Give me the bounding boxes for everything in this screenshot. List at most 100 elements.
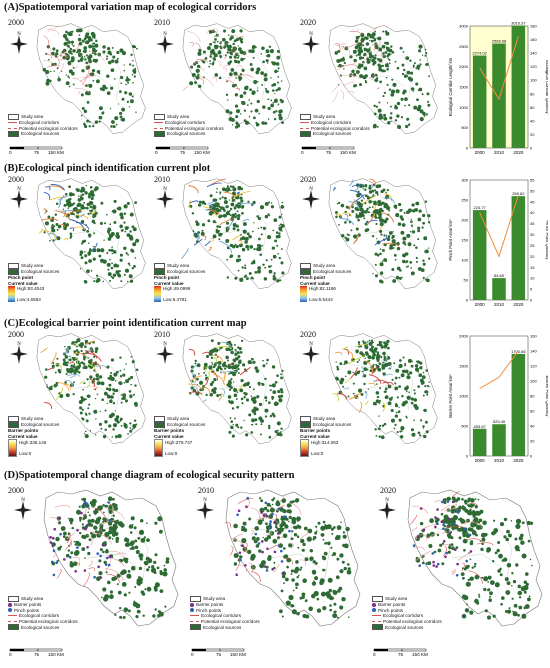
bar-value-label: 224.77	[474, 205, 487, 210]
bar-value-label: 54.69	[494, 273, 505, 278]
legend-corridor-label: Ecological corridors	[201, 613, 242, 619]
year-label-a: 2000	[8, 18, 24, 27]
bar	[492, 43, 506, 148]
north-arrow-icon: N	[194, 496, 216, 527]
north-arrow-icon: N	[8, 30, 30, 61]
north-label: N	[163, 187, 167, 192]
map-c-2	[324, 332, 439, 452]
legend-study-area: Study area	[154, 114, 224, 120]
legend-corridor: Ecological corridors	[154, 120, 224, 126]
legend-c: Study area Ecological sources Barrier poin…	[300, 416, 351, 458]
y2-tick-label: 55	[530, 178, 535, 183]
y-tick-label: 100	[461, 258, 468, 263]
north-label: N	[163, 342, 167, 347]
ecological-sources	[335, 183, 431, 284]
north-label: N	[385, 498, 389, 503]
legend-barrier: Barrier points	[8, 602, 78, 608]
map-b-2	[324, 177, 439, 297]
bar	[511, 353, 526, 456]
year-label-a: 2020	[300, 18, 316, 27]
north-arrow-icon: N	[154, 30, 176, 61]
legend-barrier-title: Barrier points	[154, 428, 185, 433]
scale-0: 0	[9, 150, 12, 155]
legend-corridor: Ecological corridors	[300, 120, 370, 126]
legend-study-area-label: Study area	[167, 263, 190, 269]
y2-tick-label: 50	[530, 188, 535, 193]
legend-high: High:49.0999	[163, 286, 191, 292]
y-tick-label: 0	[466, 454, 469, 459]
legend-pinch: Pinch points	[190, 608, 260, 614]
legend-study-area: Study area	[8, 263, 59, 269]
legend-sources: Ecological sources	[8, 269, 59, 275]
legend-gradient: High:82.1196 Low:5.5444	[300, 286, 351, 303]
year-label-a: 2010	[154, 18, 170, 27]
chart-a: 0 500 1000 1500 2000 2500 3000 0 20 40 60 80 100 120 1…	[448, 20, 550, 162]
y2-tick-label: 60	[530, 409, 535, 414]
scale-150: 150 KM	[194, 150, 210, 155]
ecological-sources	[189, 29, 284, 129]
legend-study-area-label: Study area	[167, 416, 190, 422]
bar	[511, 25, 526, 149]
legend-potential: Potential ecological corridors	[8, 619, 78, 625]
y2-tick-label: 40	[530, 210, 535, 215]
north-arrow-icon: N	[300, 30, 322, 61]
y2-axis-label: Barrier Point Quantity	[545, 375, 548, 417]
north-label: N	[309, 187, 313, 192]
north-label: N	[203, 498, 207, 503]
barrier-pinch-points	[412, 500, 473, 577]
map-c-1	[178, 332, 293, 452]
bar-value-label: 453.67	[474, 424, 487, 429]
ecological-sources	[233, 497, 352, 619]
y2-axis-label: Ecological Corridor Quantity	[545, 60, 548, 114]
legend-c: Study area Ecological sources Barrier poin…	[8, 416, 60, 458]
quantity-line	[479, 36, 519, 101]
y2-tick-label: 40	[530, 424, 535, 429]
y2-tick-label: 80	[530, 91, 535, 96]
legend-barrier-title: Barrier points	[8, 428, 39, 433]
legend-corridor: Ecological corridors	[8, 613, 78, 619]
legend-study-area-label: Study area	[313, 263, 336, 269]
legend-low: Low:5.5444	[309, 296, 333, 302]
year-label-b: 2010	[154, 175, 170, 184]
corridor-network	[331, 25, 385, 103]
y2-tick-label: 0	[530, 454, 533, 459]
scale-0: 0	[191, 652, 194, 657]
ecological-sources	[189, 339, 284, 439]
y2-tick-label: 100	[530, 78, 537, 83]
legend-study-area-label: Study area	[203, 596, 226, 602]
north-label: N	[17, 187, 21, 192]
legend-corridor: Ecological corridors	[8, 120, 78, 126]
north-label: N	[17, 32, 21, 37]
scale-0: 0	[373, 652, 376, 657]
legend-sources: Ecological sources	[8, 624, 78, 631]
y2-tick-label: 100	[530, 379, 537, 384]
legend-study-area: Study area	[190, 596, 260, 602]
corridor-network	[181, 178, 255, 260]
scale-bar: 0 75 150 KM	[300, 146, 360, 157]
scale-150: 150 KM	[340, 150, 356, 155]
legend-current-title: Current value	[8, 280, 38, 286]
legend-corridor-label: Ecological corridors	[311, 120, 352, 125]
legend-potential: Potential ecological corridors	[8, 126, 78, 132]
north-label: N	[21, 498, 25, 503]
bar	[492, 424, 506, 456]
north-arrow-icon: N	[8, 340, 30, 371]
legend-sources: Ecological sources	[154, 131, 224, 138]
scale-75: 75	[34, 150, 40, 155]
study-area-outline	[182, 333, 292, 445]
legend-low: Low:0	[19, 450, 32, 456]
y2-tick-label: 40	[530, 118, 535, 123]
y2-tick-label: 140	[530, 349, 537, 354]
legend-sources-label: Ecological sources	[21, 422, 60, 428]
map-b-0	[32, 177, 147, 297]
legend-sources: Ecological sources	[300, 131, 370, 138]
scale-bar: 0 75 150 KM	[190, 648, 250, 659]
corridor-network	[49, 502, 127, 587]
legend-barrier-label: Barrier points	[378, 602, 406, 607]
y-tick-label: 500	[461, 424, 468, 429]
legend-study-area-label: Study area	[21, 114, 44, 120]
north-arrow-icon: N	[154, 340, 176, 371]
x-tick-label: 2000	[475, 150, 486, 155]
year-label-d: 2020	[380, 486, 396, 495]
y2-tick-label: 140	[530, 51, 537, 56]
